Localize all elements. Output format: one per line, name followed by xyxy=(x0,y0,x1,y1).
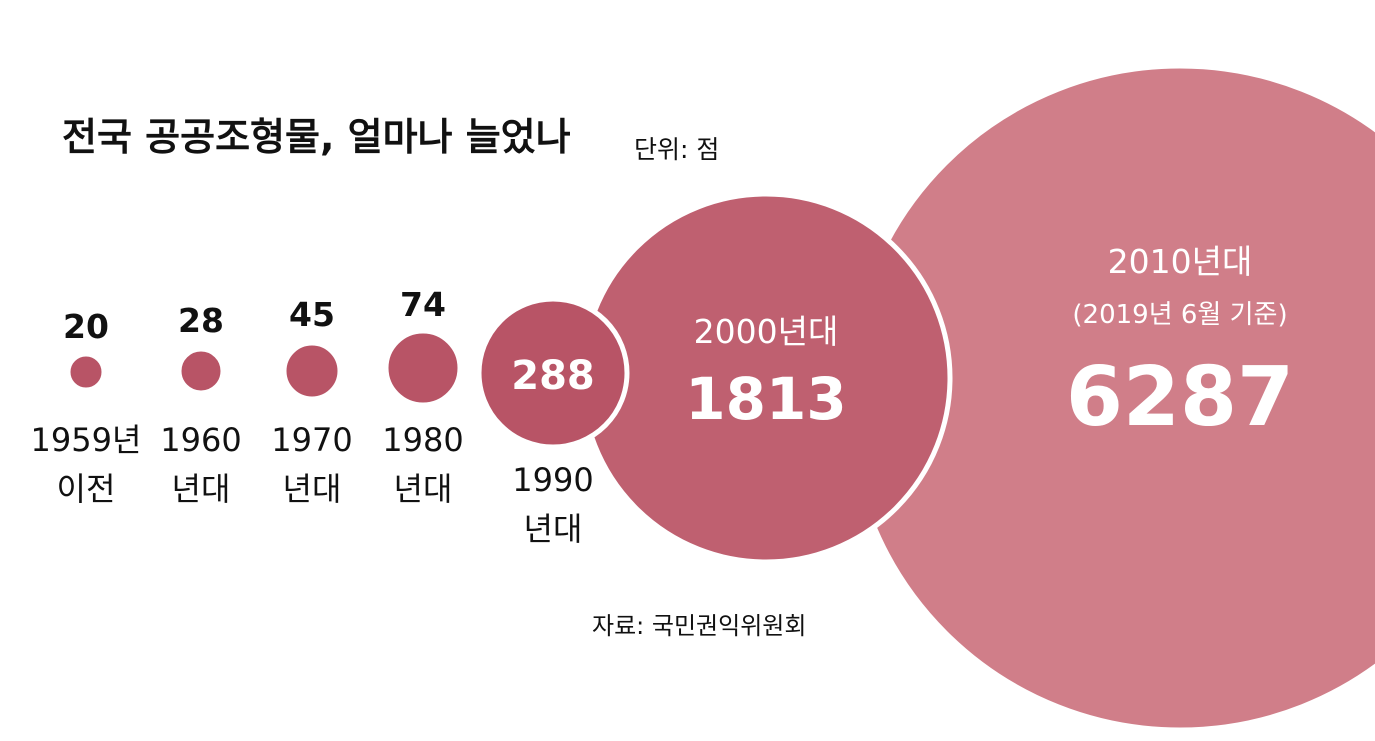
value-label-0: 20 xyxy=(63,307,109,346)
value-label-3: 74 xyxy=(400,285,446,324)
value-label-4: 288 xyxy=(511,353,595,399)
bubble-3 xyxy=(383,328,463,408)
category-label-6-0: 2010년대 xyxy=(1108,242,1253,281)
bubble-4 xyxy=(476,296,630,450)
value-label-1: 28 xyxy=(178,301,224,340)
bubble-2 xyxy=(281,340,343,402)
category-label-0-1: 이전 xyxy=(57,470,116,508)
category-label-4-0: 1990 xyxy=(512,461,593,499)
category-label-5-0: 2000년대 xyxy=(694,312,839,351)
chart-title: 전국 공공조형물, 얼마나 늘었나 xyxy=(62,115,571,159)
category-label-1-0: 1960 xyxy=(160,421,241,459)
category-label-2-1: 년대 xyxy=(283,470,342,508)
category-label-0-0: 1959년 xyxy=(31,421,142,459)
category-label-2-0: 1970 xyxy=(271,421,352,459)
bubble-1 xyxy=(176,346,226,396)
bubble-layer xyxy=(65,63,1375,733)
value-label-5: 1813 xyxy=(685,365,846,433)
value-label-6: 6287 xyxy=(1066,350,1294,445)
source-note: 자료: 국민권익위원회 xyxy=(592,612,806,640)
category-label-4-1: 년대 xyxy=(524,510,583,548)
category-label-6-1: (2019년 6월 기준) xyxy=(1072,300,1287,330)
category-label-3-0: 1980 xyxy=(382,421,463,459)
unit-label: 단위: 점 xyxy=(634,135,719,164)
bubble-0 xyxy=(65,351,107,393)
category-label-1-1: 년대 xyxy=(172,470,231,508)
value-label-2: 45 xyxy=(289,295,335,334)
category-label-3-1: 년대 xyxy=(394,470,453,508)
